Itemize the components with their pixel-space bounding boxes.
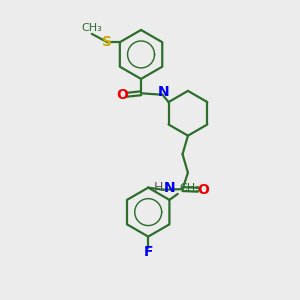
Text: N: N [164,181,175,195]
Text: H: H [154,182,163,194]
Text: CH₃: CH₃ [81,22,102,33]
Text: N: N [158,85,169,99]
Text: S: S [102,35,112,49]
Text: F: F [143,245,153,259]
Text: O: O [116,88,128,102]
Text: O: O [197,183,209,197]
Text: CH₃: CH₃ [179,183,200,193]
